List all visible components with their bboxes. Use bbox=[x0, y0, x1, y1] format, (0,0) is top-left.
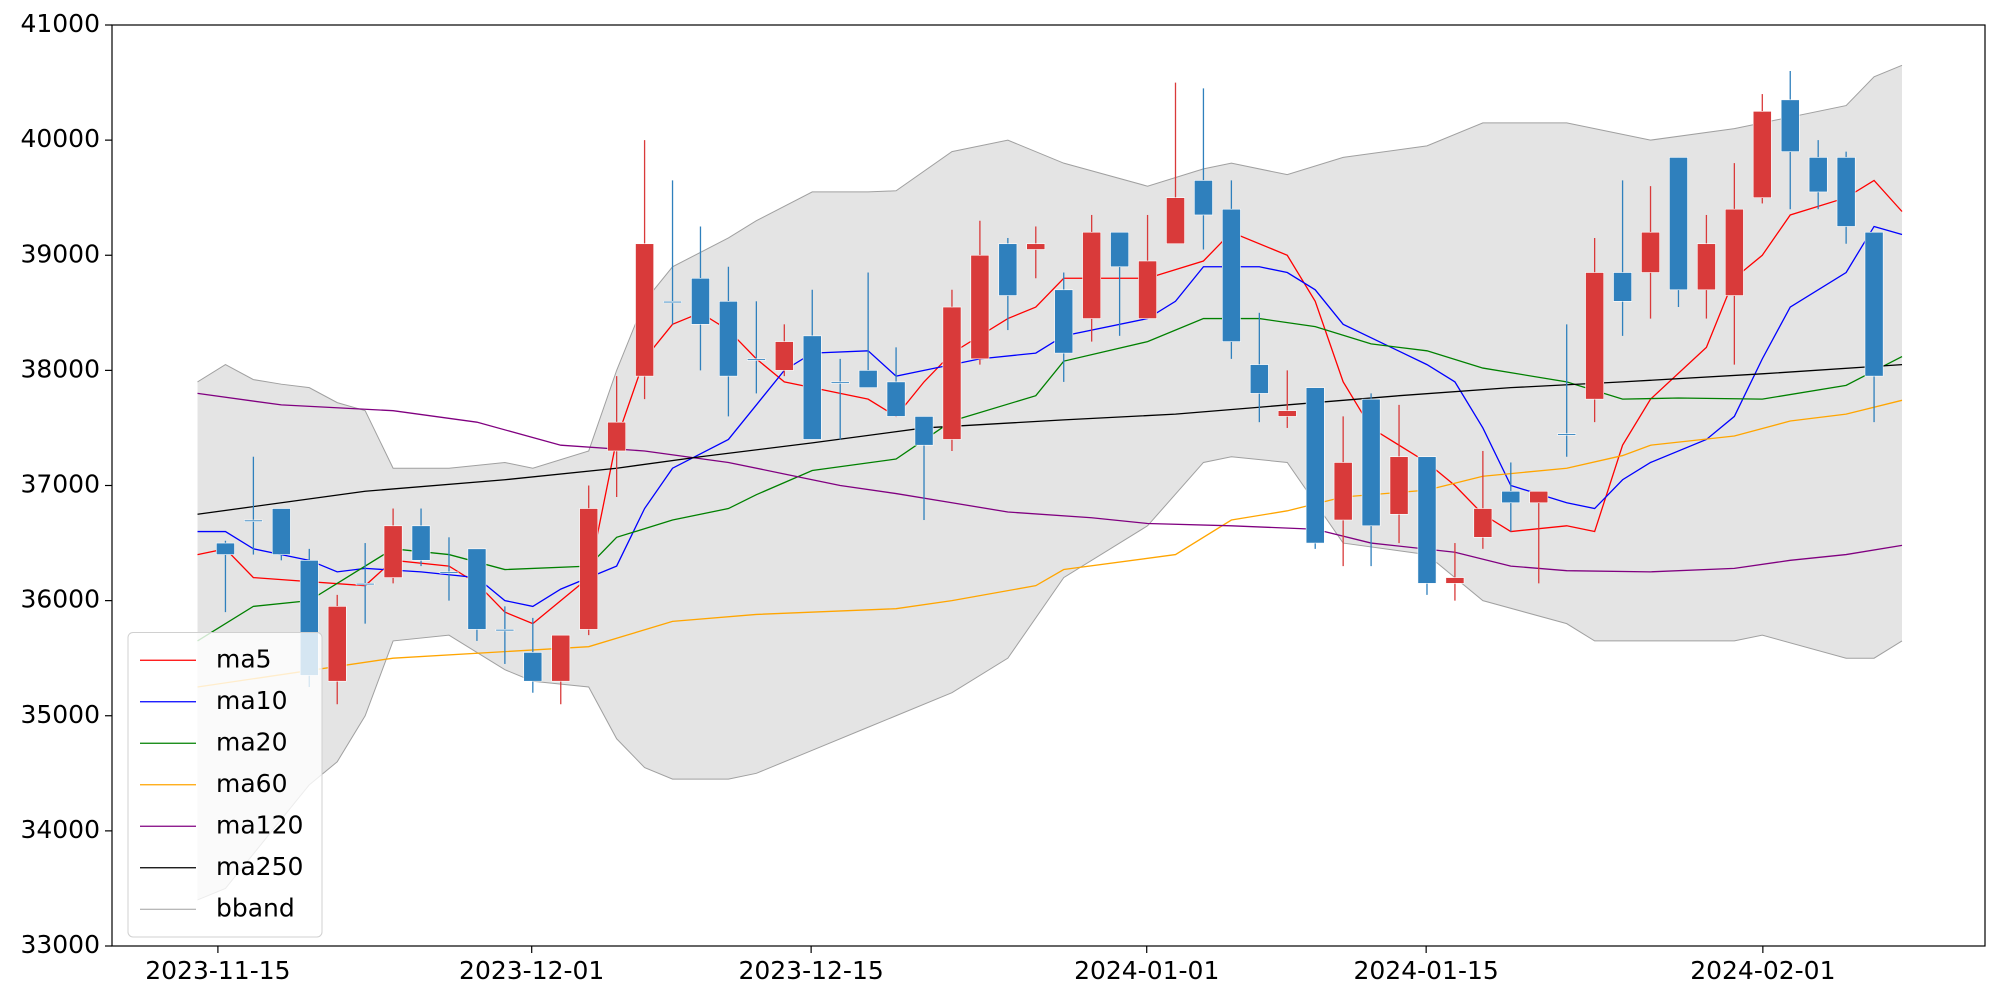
candle-body bbox=[1277, 410, 1297, 417]
candle-body bbox=[1836, 157, 1856, 227]
candle-body bbox=[1082, 231, 1102, 319]
candle-body bbox=[1864, 231, 1884, 377]
y-tick-label: 33000 bbox=[20, 930, 100, 959]
candle-body bbox=[244, 519, 263, 522]
candle-body bbox=[970, 254, 990, 360]
candle-body bbox=[1194, 180, 1213, 216]
legend-label: ma5 bbox=[216, 644, 272, 673]
candle-body bbox=[1641, 231, 1660, 273]
candle-body bbox=[663, 300, 682, 304]
legend-label: ma20 bbox=[216, 727, 287, 756]
candle-body bbox=[1808, 157, 1828, 193]
ma-line bbox=[197, 392, 1903, 573]
candle-body bbox=[1473, 508, 1493, 538]
candle-body bbox=[1557, 433, 1577, 436]
candle-body bbox=[1305, 387, 1325, 544]
candle-body bbox=[1333, 462, 1353, 521]
candle-body bbox=[1361, 398, 1381, 527]
candle-body bbox=[1138, 260, 1157, 319]
band-line bbox=[197, 456, 1903, 901]
legend-label: bband bbox=[216, 893, 295, 922]
candle-body bbox=[830, 381, 850, 384]
candle-body bbox=[439, 571, 459, 574]
candle-body bbox=[1445, 577, 1465, 584]
x-tick-label: 2024-01-15 bbox=[1353, 956, 1498, 985]
candle-body bbox=[774, 341, 794, 371]
candle-body bbox=[1752, 111, 1772, 198]
candle-body bbox=[942, 306, 962, 440]
candle-body bbox=[495, 629, 515, 632]
candle-body bbox=[691, 277, 710, 325]
candle-body bbox=[467, 548, 487, 630]
x-tick-label: 2023-11-15 bbox=[145, 956, 290, 985]
candle-body bbox=[1054, 289, 1074, 354]
candle-body bbox=[1501, 490, 1521, 504]
y-tick-label: 38000 bbox=[20, 354, 100, 383]
candle-body bbox=[998, 243, 1018, 296]
candle-body bbox=[1389, 456, 1409, 515]
y-tick-label: 36000 bbox=[20, 585, 100, 614]
candle-body bbox=[1697, 243, 1716, 291]
candle-body bbox=[1026, 243, 1046, 250]
ma-line bbox=[197, 179, 1903, 625]
candle-body bbox=[719, 300, 738, 377]
candle-body bbox=[1222, 208, 1241, 342]
legend: ma5 ma10 ma20 ma60 ma120 ma250 bband bbox=[127, 632, 323, 938]
candle-body bbox=[1669, 157, 1688, 291]
x-tick-label: 2024-02-01 bbox=[1690, 956, 1835, 985]
y-tick-label: 39000 bbox=[20, 239, 100, 268]
candle-body bbox=[216, 542, 235, 555]
y-tick-label: 41000 bbox=[20, 9, 100, 38]
y-tick-label: 37000 bbox=[20, 470, 100, 499]
candle-body bbox=[551, 634, 571, 682]
candle-body bbox=[886, 381, 906, 417]
candle-body bbox=[1780, 99, 1800, 152]
band-area bbox=[197, 65, 1903, 900]
candle-body bbox=[355, 583, 375, 586]
candle-body bbox=[1613, 272, 1632, 302]
candle-body bbox=[1166, 197, 1185, 245]
band-line bbox=[197, 64, 1903, 469]
candle-body bbox=[914, 416, 934, 446]
candle-body bbox=[579, 508, 599, 630]
legend-label: ma10 bbox=[216, 686, 287, 715]
candle-body bbox=[1417, 456, 1437, 584]
plot-area bbox=[197, 64, 1903, 901]
candle-body bbox=[1724, 208, 1744, 296]
candle-body bbox=[411, 525, 431, 561]
legend-label: ma250 bbox=[216, 852, 303, 881]
legend-box bbox=[127, 632, 323, 938]
candle-body bbox=[523, 652, 543, 682]
candle-body bbox=[858, 370, 878, 388]
candle-body bbox=[1585, 272, 1605, 400]
x-tick-label: 2023-12-01 bbox=[459, 956, 604, 985]
candle-body bbox=[746, 358, 766, 361]
y-tick-label: 35000 bbox=[20, 700, 100, 729]
candle-body bbox=[635, 243, 654, 377]
candle-body bbox=[1249, 364, 1269, 394]
candle-body bbox=[802, 335, 822, 440]
ma-line bbox=[197, 225, 1903, 608]
y-tick-label: 40000 bbox=[20, 124, 100, 153]
candle-body bbox=[271, 508, 291, 555]
y-tick-label: 34000 bbox=[20, 815, 100, 844]
legend-label: ma60 bbox=[216, 769, 287, 798]
candle-body bbox=[607, 421, 627, 452]
legend-label: ma120 bbox=[216, 810, 303, 839]
x-tick-label: 2024-01-01 bbox=[1074, 956, 1219, 985]
candle-body bbox=[1110, 231, 1129, 268]
x-tick-label: 2023-12-15 bbox=[738, 956, 883, 985]
candle-body bbox=[1529, 490, 1549, 504]
candle-body bbox=[327, 606, 347, 682]
ma-line bbox=[197, 399, 1903, 688]
candle-body bbox=[383, 525, 403, 578]
